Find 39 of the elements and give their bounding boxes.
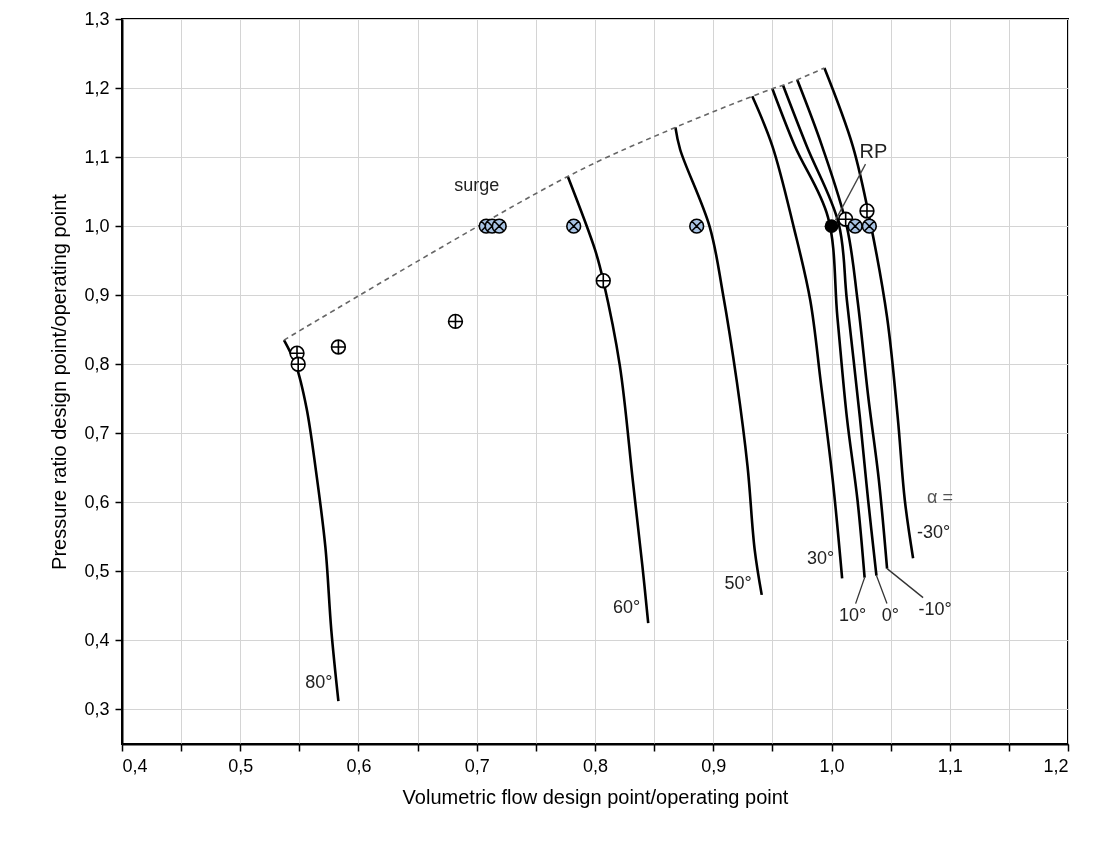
series-label: 50° [724,572,752,593]
line-series [674,126,764,597]
x-tick-label: 1,1 [937,755,963,776]
y-tick-label: 0,6 [84,491,110,512]
line-series [283,67,826,341]
annotation: α = [927,487,954,508]
text: -10° [918,598,952,619]
series-label: 30° [806,548,835,569]
y-tick-label: 0,4 [84,629,110,650]
series-label: surge [454,175,500,196]
y-tick-label: 1,1 [84,146,110,167]
y-axis-title: Pressure ratio design point/operating point [48,193,71,570]
text: RP [859,140,888,163]
y-tick-label: 0,9 [84,284,110,305]
line-series [795,78,889,570]
x-tick-label: 0,9 [701,755,727,776]
x-tick-label: 0,6 [346,755,372,776]
line-series [566,175,650,625]
x-tick-label: 1,2 [1043,755,1069,776]
x-axis-title: Volumetric flow design point/operating point [402,785,789,808]
series-label: 80° [305,672,333,693]
x-tick-label: 0,4 [122,755,148,776]
y-tick-label: 0,7 [84,422,110,443]
x-tick-label: 0,5 [228,755,254,776]
series-label: -30° [917,522,951,543]
x-tick-label: 1,0 [819,755,845,776]
line-series [282,338,340,703]
y-tick-label: 0,3 [84,698,110,719]
y-tick-label: 1,2 [84,77,110,98]
line-series [750,95,844,580]
y-tick-label: 0,8 [84,353,110,374]
x-tick-label: 0,8 [582,755,609,776]
y-tick-label: 0,5 [84,560,110,581]
x-tick-label: 0,7 [464,755,490,776]
series-label: 60° [612,597,641,618]
y-tick-label: 1,0 [84,215,110,236]
y-tick-label: 1,3 [84,8,110,29]
series-label: 0° [881,604,900,625]
series-label: 10° [838,604,867,625]
